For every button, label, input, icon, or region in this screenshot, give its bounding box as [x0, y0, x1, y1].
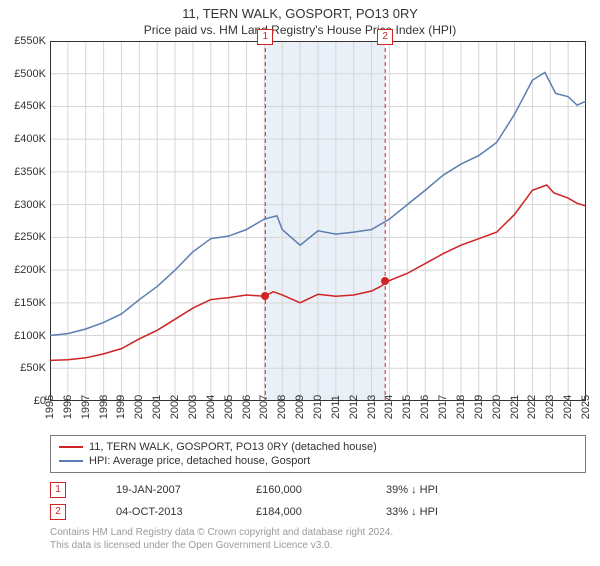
x-tick-label: 2020	[491, 395, 503, 419]
legend-swatch	[59, 460, 83, 462]
x-tick-label: 2022	[526, 395, 538, 419]
marker-diff: 39% ↓ HPI	[386, 484, 476, 496]
y-tick-label: £300K	[14, 199, 46, 211]
y-tick-label: £100K	[14, 330, 46, 342]
sale-marker-badge: 1	[257, 29, 273, 45]
footer-line-2: This data is licensed under the Open Gov…	[50, 540, 586, 553]
marker-table: 1 19-JAN-2007 £160,000 39% ↓ HPI 2 04-OCT-201…	[50, 479, 586, 523]
x-tick-label: 1996	[62, 395, 74, 419]
y-tick-label: £50K	[20, 362, 46, 374]
x-tick-label: 2001	[151, 395, 163, 419]
marker-price: £184,000	[256, 506, 336, 518]
x-tick-label: 2025	[580, 395, 592, 419]
x-tick-label: 2011	[330, 395, 342, 419]
marker-date: 19-JAN-2007	[116, 484, 206, 496]
x-tick-label: 2007	[258, 395, 270, 419]
y-tick-label: £500K	[14, 68, 46, 80]
legend-label: 11, TERN WALK, GOSPORT, PO13 0RY (detach…	[89, 441, 377, 453]
x-tick-label: 2006	[241, 395, 253, 419]
legend-swatch	[59, 446, 83, 448]
footer-line-1: Contains HM Land Registry data © Crown c…	[50, 527, 586, 540]
x-tick-label: 2019	[473, 395, 485, 419]
x-tick-label: 2002	[169, 395, 181, 419]
y-tick-label: £250K	[14, 231, 46, 243]
x-tick-label: 2016	[419, 395, 431, 419]
x-tick-label: 2023	[544, 395, 556, 419]
x-tick-label: 2013	[366, 395, 378, 419]
legend-item: 11, TERN WALK, GOSPORT, PO13 0RY (detach…	[59, 440, 577, 454]
y-tick-label: £550K	[14, 35, 46, 47]
y-tick-label: £200K	[14, 264, 46, 276]
chart-svg	[50, 41, 586, 401]
y-tick-label: £150K	[14, 297, 46, 309]
marker-row: 1 19-JAN-2007 £160,000 39% ↓ HPI	[50, 479, 586, 501]
x-tick-label: 2000	[133, 395, 145, 419]
x-tick-label: 1995	[44, 395, 56, 419]
marker-date: 04-OCT-2013	[116, 506, 206, 518]
sale-marker-dot	[261, 292, 269, 300]
marker-badge: 1	[50, 482, 66, 498]
x-tick-label: 2009	[294, 395, 306, 419]
legend: 11, TERN WALK, GOSPORT, PO13 0RY (detach…	[50, 435, 586, 473]
sale-marker-dot	[381, 277, 389, 285]
footer: Contains HM Land Registry data © Crown c…	[50, 527, 586, 552]
x-tick-label: 2005	[223, 395, 235, 419]
chart: £0£50K£100K£150K£200K£250K£300K£350K£400…	[50, 41, 586, 401]
marker-diff: 33% ↓ HPI	[386, 506, 476, 518]
x-tick-label: 2004	[205, 395, 217, 419]
x-tick-label: 2021	[509, 395, 521, 419]
x-tick-label: 2010	[312, 395, 324, 419]
marker-badge: 2	[50, 504, 66, 520]
page-subtitle: Price paid vs. HM Land Registry's House …	[0, 23, 600, 37]
legend-item: HPI: Average price, detached house, Gosp…	[59, 454, 577, 468]
x-tick-label: 1997	[80, 395, 92, 419]
y-tick-label: £450K	[14, 100, 46, 112]
marker-price: £160,000	[256, 484, 336, 496]
sale-marker-badge: 2	[377, 29, 393, 45]
x-tick-label: 2008	[276, 395, 288, 419]
y-tick-label: £400K	[14, 133, 46, 145]
marker-row: 2 04-OCT-2013 £184,000 33% ↓ HPI	[50, 501, 586, 523]
x-tick-label: 2012	[348, 395, 360, 419]
x-tick-label: 2015	[401, 395, 413, 419]
x-tick-label: 2018	[455, 395, 467, 419]
x-tick-label: 1998	[98, 395, 110, 419]
y-tick-label: £350K	[14, 166, 46, 178]
x-tick-label: 2003	[187, 395, 199, 419]
page-title: 11, TERN WALK, GOSPORT, PO13 0RY	[0, 6, 600, 21]
x-tick-label: 2024	[562, 395, 574, 419]
x-tick-label: 1999	[115, 395, 127, 419]
x-tick-label: 2017	[437, 395, 449, 419]
legend-label: HPI: Average price, detached house, Gosp…	[89, 455, 310, 467]
x-tick-label: 2014	[383, 395, 395, 419]
